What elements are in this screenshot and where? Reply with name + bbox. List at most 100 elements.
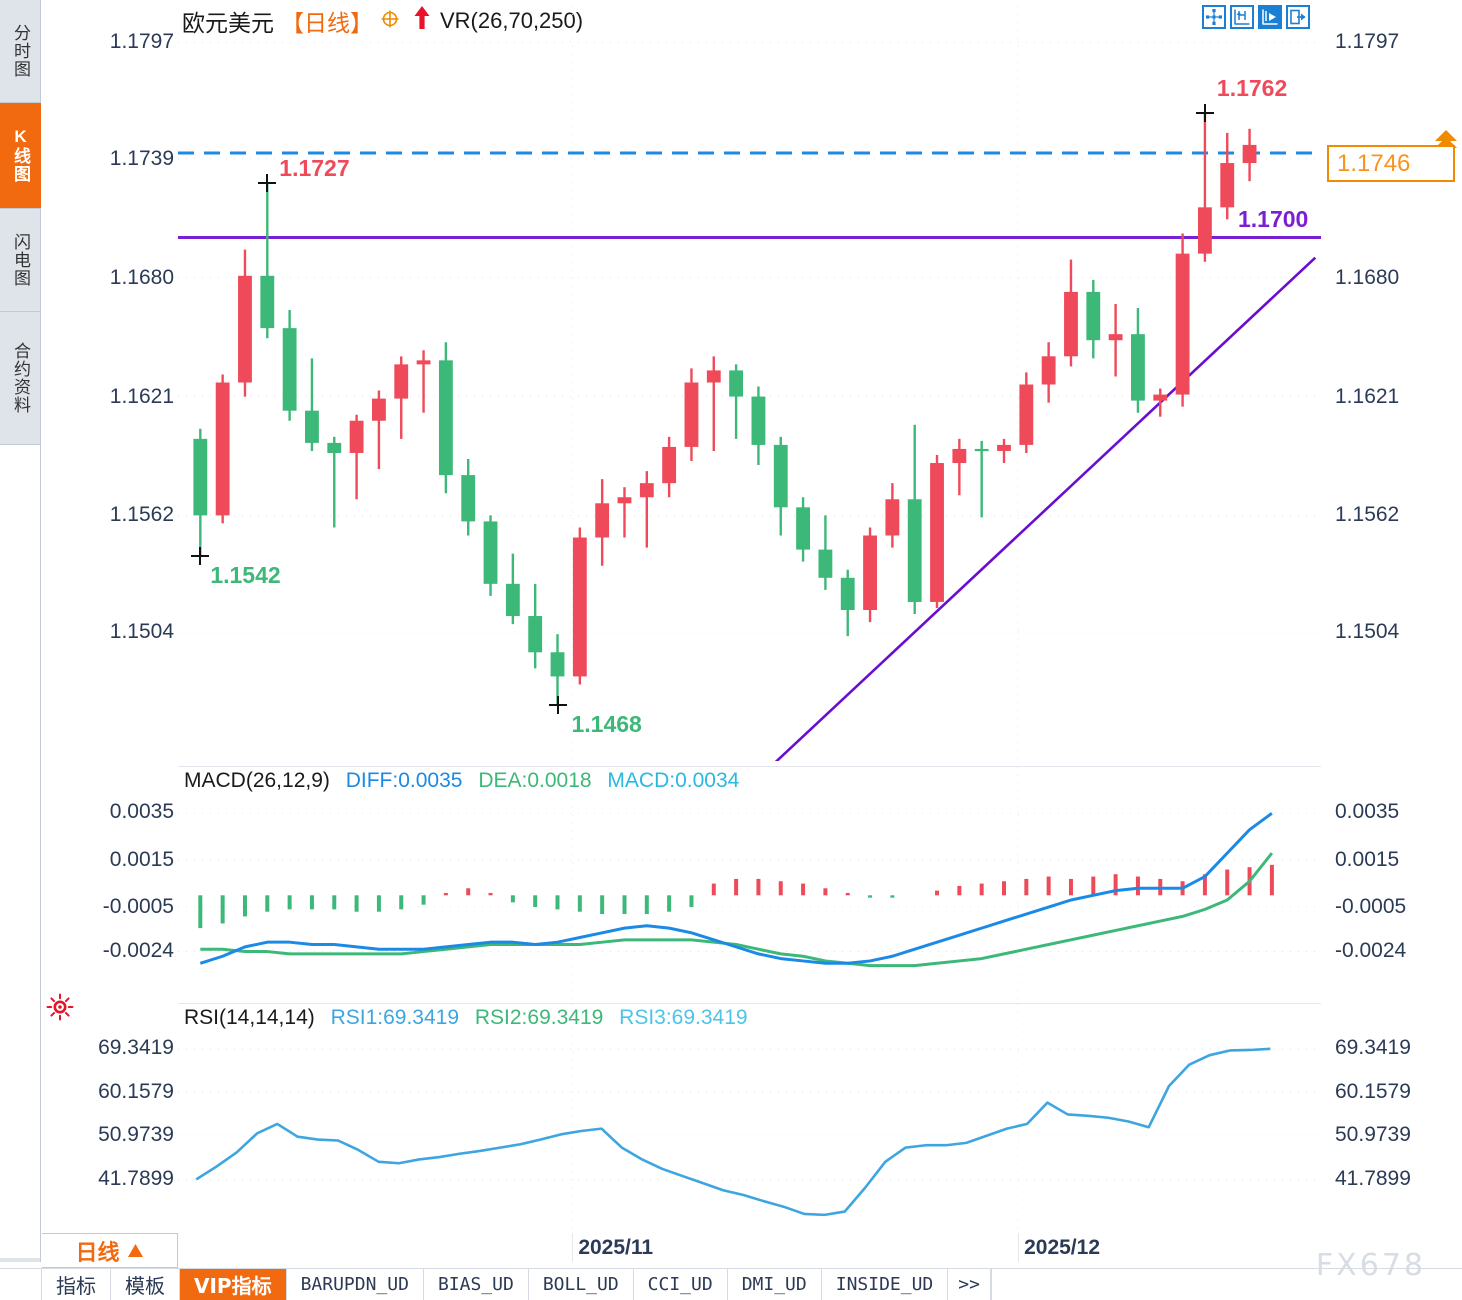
axis-tick-label: -0.0024 <box>1335 939 1407 963</box>
candle <box>885 483 900 548</box>
axis-tick-label: -0.0005 <box>1335 894 1407 918</box>
axis-tick-label: 1.1797 <box>1335 30 1400 54</box>
tab-bias-ud[interactable]: BIAS_UD <box>424 1269 529 1300</box>
axis-tick-label: 0.0015 <box>109 847 174 871</box>
axis-tick-label: 1.1562 <box>109 503 174 527</box>
candle <box>394 356 409 439</box>
candle <box>238 249 252 397</box>
candle-body <box>1108 334 1123 341</box>
sidebar-item-contract-info[interactable]: 合约资料 <box>0 312 41 445</box>
measure-icon[interactable] <box>1230 5 1254 29</box>
date-tick-separator <box>572 1233 574 1262</box>
axis-tick-label: 1.1504 <box>109 620 174 644</box>
candle <box>528 583 543 669</box>
current-price-badge: 1.1746 <box>1327 145 1455 182</box>
candle <box>282 310 297 421</box>
candle <box>818 515 833 590</box>
candle <box>327 436 342 528</box>
candle <box>751 386 766 466</box>
candle <box>215 374 230 524</box>
candle-body <box>572 537 587 677</box>
crosshair-icon[interactable] <box>380 8 400 35</box>
tab-inside-ud[interactable]: INSIDE_UD <box>822 1269 949 1300</box>
axis-tick-label: 41.7899 <box>1335 1167 1411 1191</box>
candle-body <box>416 360 431 365</box>
indicator-search-input[interactable] <box>990 1269 1462 1300</box>
candle <box>349 414 364 500</box>
watermark: FX678 <box>1315 1248 1426 1283</box>
candle-body <box>505 583 520 617</box>
candle <box>684 368 699 462</box>
candle <box>1131 308 1145 413</box>
candle-body <box>997 444 1011 451</box>
period-selector-tab[interactable]: 日线 <box>42 1233 178 1268</box>
candle-body <box>1175 253 1190 395</box>
axis-tick-label: 0.0035 <box>1335 800 1400 824</box>
axis-tick-label: 0.0035 <box>109 800 174 824</box>
candle-body <box>1197 207 1212 254</box>
candlestick-chart[interactable] <box>178 6 1321 761</box>
tab-boll-ud[interactable]: BOLL_UD <box>529 1269 634 1300</box>
tab-cci-ud[interactable]: CCI_UD <box>634 1269 728 1300</box>
candle-body <box>595 503 610 538</box>
date-tick-label: 2025/12 <box>1024 1236 1101 1259</box>
period-label: 【日线】 <box>281 10 373 36</box>
axis-tick-label: 60.1579 <box>98 1079 174 1103</box>
candle <box>974 440 989 518</box>
sidebar-item-time-chart[interactable]: 分时图 <box>0 0 41 103</box>
expand-right-icon[interactable] <box>1286 5 1310 29</box>
chart-title-bar: 欧元美元 【日线】 VR(26,70,250) <box>182 4 583 38</box>
candle <box>773 436 788 536</box>
candle <box>1041 342 1056 403</box>
candle-body <box>729 370 744 397</box>
candle <box>371 390 386 470</box>
page-title: 欧元美元 <box>182 10 274 36</box>
candle-body <box>215 382 230 516</box>
rsi-header: RSI(14,14,14) RSI1:69.3419 RSI2:69.3419 … <box>184 1006 758 1030</box>
axis-tick-label: 1.1739 <box>109 147 174 170</box>
candle <box>930 454 944 608</box>
sidebar-item-label: 合约资料 <box>11 341 30 414</box>
candle-body <box>974 448 989 452</box>
axis-tick-label: 41.7899 <box>98 1167 174 1191</box>
up-arrow-icon <box>411 5 433 37</box>
candle-body <box>751 396 766 445</box>
tab-more[interactable]: >> <box>948 1269 991 1300</box>
sidebar-item-k-line-chart[interactable]: K线图 <box>0 103 41 209</box>
macd-axis-right: 0.0035 0.0015 -0.0005 -0.0024 <box>1335 766 1455 1001</box>
axis-tick-label: 69.3419 <box>98 1036 174 1060</box>
candle-body <box>706 370 721 383</box>
candle <box>729 364 744 439</box>
move-crosshair-icon[interactable] <box>1202 5 1226 29</box>
annotation-high: 1.1762 <box>1216 74 1288 101</box>
tab-vip-indicators[interactable]: VIP指标 <box>180 1269 287 1300</box>
candle <box>483 515 498 596</box>
candle <box>461 459 476 536</box>
date-tick-label: 2025/11 <box>578 1236 654 1259</box>
macd-panel[interactable]: MACD(26,12,9) DIFF:0.0035 DEA:0.0018 MAC… <box>178 766 1321 1001</box>
sidebar-item-lightning-chart[interactable]: 闪电图 <box>0 209 41 312</box>
candle <box>572 527 587 685</box>
candle <box>796 497 810 562</box>
candle <box>505 553 520 625</box>
macd-axis-left: 0.0035 0.0015 -0.0005 -0.0024 <box>90 766 174 1001</box>
candle <box>617 487 632 538</box>
axis-tick-label: 1.1621 <box>1335 384 1400 408</box>
marker-cross-high <box>1195 103 1214 122</box>
candle-body <box>394 364 409 399</box>
candle-body <box>1242 144 1257 164</box>
brightness-sun-icon[interactable] <box>41 988 79 1026</box>
candle <box>840 569 855 637</box>
sidebar-item-label: K线图 <box>11 127 30 183</box>
macd-dea-line <box>200 852 1274 968</box>
tab-indicators[interactable]: 指标 <box>42 1269 111 1300</box>
rsi-panel[interactable]: RSI(14,14,14) RSI1:69.3419 RSI2:69.3419 … <box>178 1003 1321 1233</box>
axis-tick-label: 1.1621 <box>109 384 174 408</box>
candle-body <box>1131 334 1145 401</box>
draw-tools-icon[interactable] <box>1258 5 1282 29</box>
tab-templates[interactable]: 模板 <box>111 1269 180 1300</box>
tab-barupdn-ud[interactable]: BARUPDN_UD <box>287 1269 424 1300</box>
tab-dmi-ud[interactable]: DMI_UD <box>728 1269 822 1300</box>
up-triangle-icon <box>127 1238 144 1264</box>
rsi2-value: RSI2:69.3419 <box>474 1006 604 1029</box>
